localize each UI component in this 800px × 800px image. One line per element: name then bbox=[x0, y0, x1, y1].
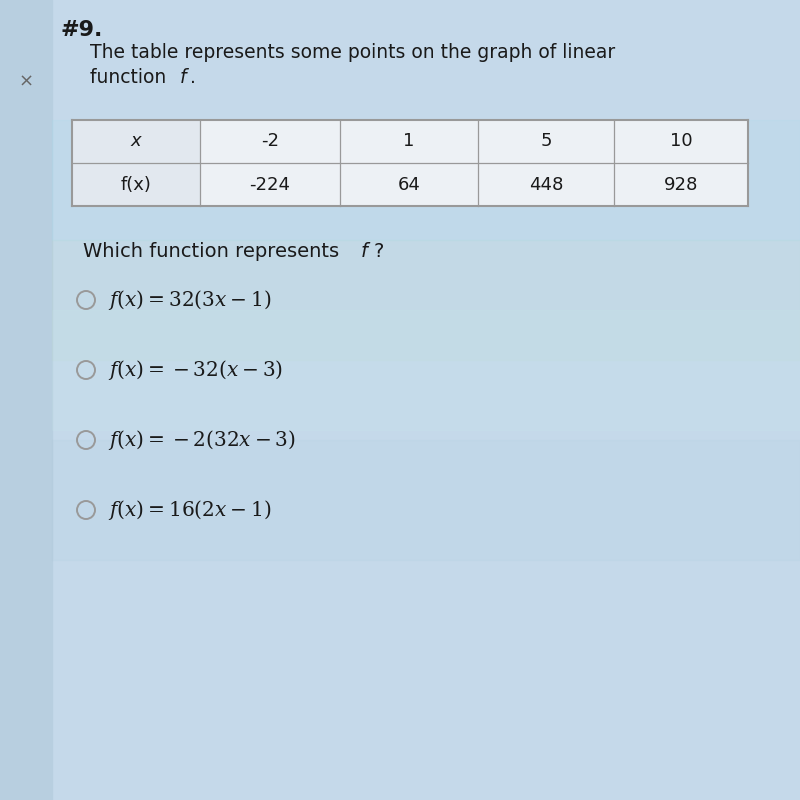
Bar bbox=[52, 440, 800, 560]
Bar bbox=[52, 120, 800, 240]
Text: $f(x) = -32(x - 3)$: $f(x) = -32(x - 3)$ bbox=[108, 358, 283, 382]
Bar bbox=[52, 310, 800, 430]
Text: 928: 928 bbox=[664, 175, 698, 194]
Bar bbox=[0, 0, 52, 800]
Text: -224: -224 bbox=[250, 175, 290, 194]
Text: #9.: #9. bbox=[60, 20, 102, 40]
Text: 1: 1 bbox=[403, 133, 414, 150]
Text: -2: -2 bbox=[261, 133, 279, 150]
Text: 448: 448 bbox=[529, 175, 563, 194]
Text: f: f bbox=[361, 242, 368, 261]
Text: Which function represents: Which function represents bbox=[83, 242, 346, 261]
Text: x: x bbox=[130, 133, 142, 150]
Text: f(x): f(x) bbox=[121, 175, 151, 194]
Bar bbox=[72, 120, 748, 206]
Text: $f(x) = 16(2x - 1)$: $f(x) = 16(2x - 1)$ bbox=[108, 498, 271, 522]
Text: 64: 64 bbox=[398, 175, 421, 194]
Text: function: function bbox=[90, 68, 172, 87]
Text: $f(x) = -2(32x - 3)$: $f(x) = -2(32x - 3)$ bbox=[108, 428, 296, 452]
Text: 5: 5 bbox=[540, 133, 552, 150]
Text: ?: ? bbox=[374, 242, 384, 261]
Text: .: . bbox=[190, 68, 196, 87]
Text: 10: 10 bbox=[670, 133, 692, 150]
Text: f: f bbox=[180, 68, 186, 87]
Bar bbox=[52, 240, 800, 360]
Text: The table represents some points on the graph of linear: The table represents some points on the … bbox=[90, 43, 615, 62]
Text: $f(x) = 32(3x - 1)$: $f(x) = 32(3x - 1)$ bbox=[108, 288, 271, 312]
Text: ×: × bbox=[18, 73, 34, 91]
Bar bbox=[72, 120, 200, 206]
